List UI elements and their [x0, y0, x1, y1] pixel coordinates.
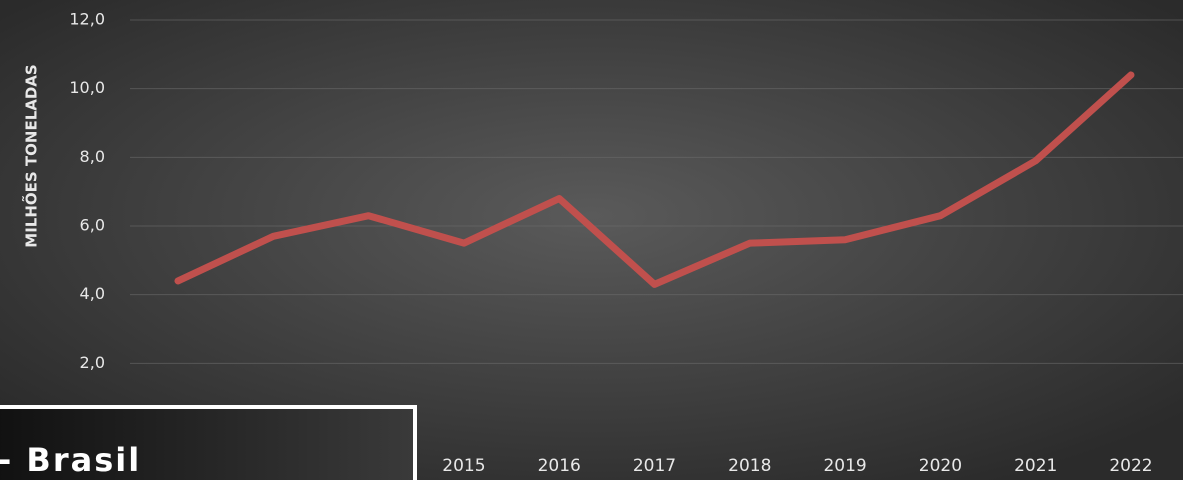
- x-tick-label: 2021: [1014, 456, 1057, 476]
- y-tick-label: 2,0: [80, 353, 105, 372]
- y-tick-label: 12,0: [69, 10, 105, 29]
- x-tick-label: 2015: [442, 456, 485, 476]
- overlay-title: - Brasil: [0, 441, 141, 479]
- y-axis-title: MILHÕES TONELADAS: [22, 64, 41, 247]
- x-tick-label: 2016: [538, 456, 581, 476]
- y-tick-label: 4,0: [80, 284, 105, 303]
- x-tick-label: 2022: [1109, 456, 1152, 476]
- x-tick-label: 2019: [823, 456, 866, 476]
- overlay-box: [0, 405, 417, 480]
- plot: [174, 71, 1135, 288]
- y-tick-label: 10,0: [69, 78, 105, 97]
- x-tick-label: 2018: [728, 456, 771, 476]
- data-line: [174, 71, 1135, 288]
- x-tick-label: 2017: [633, 456, 676, 476]
- y-tick-label: 6,0: [80, 216, 105, 235]
- x-tick-label: 2020: [919, 456, 962, 476]
- y-tick-label: 8,0: [80, 147, 105, 166]
